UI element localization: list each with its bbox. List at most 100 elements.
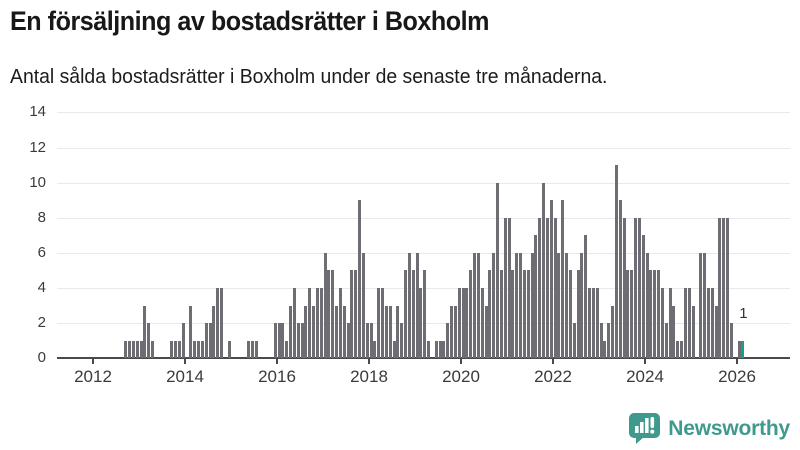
bar xyxy=(450,305,454,359)
bar xyxy=(335,305,339,359)
bar xyxy=(653,270,657,359)
bar xyxy=(603,340,607,359)
bar xyxy=(174,340,178,359)
page-subtitle: Antal sålda bostadsrätter i Boxholm unde… xyxy=(10,66,608,88)
bar xyxy=(545,217,549,359)
bar xyxy=(599,323,603,359)
bar xyxy=(511,270,515,359)
bar xyxy=(530,252,534,359)
x-axis-label: 2024 xyxy=(626,367,664,387)
bar xyxy=(561,200,565,359)
bar xyxy=(216,288,220,359)
bar xyxy=(365,323,369,359)
bar xyxy=(400,323,404,359)
bar xyxy=(128,340,132,359)
bar xyxy=(526,270,530,359)
y-axis-label: 4 xyxy=(37,279,46,297)
bar xyxy=(342,305,346,359)
bar xyxy=(641,235,645,359)
y-axis-label: 8 xyxy=(37,208,46,226)
bar xyxy=(308,288,312,359)
newsworthy-logo: Newsworthy xyxy=(628,412,790,445)
y-axis-label: 12 xyxy=(29,138,46,156)
bar xyxy=(346,323,350,359)
bar xyxy=(553,217,557,359)
bar xyxy=(492,252,496,359)
bar xyxy=(503,217,507,359)
bar xyxy=(465,288,469,359)
x-axis-label: 2026 xyxy=(718,367,756,387)
bar xyxy=(637,217,641,359)
bar xyxy=(434,340,438,359)
bar xyxy=(323,252,327,359)
bar xyxy=(453,305,457,359)
bar xyxy=(438,340,442,359)
year-tick xyxy=(460,359,462,365)
bar xyxy=(281,323,285,359)
bar xyxy=(691,305,695,359)
bar xyxy=(557,252,561,359)
bar xyxy=(706,288,710,359)
year-tick xyxy=(184,359,186,365)
bar xyxy=(664,323,668,359)
bar xyxy=(626,270,630,359)
x-axis-line xyxy=(57,357,790,360)
bar xyxy=(534,235,538,359)
year-tick xyxy=(736,359,738,365)
bar xyxy=(522,270,526,359)
bar xyxy=(277,323,281,359)
x-axis-label: 2014 xyxy=(166,367,204,387)
bar xyxy=(369,323,373,359)
bar xyxy=(672,305,676,359)
x-axis-label: 2020 xyxy=(442,367,480,387)
bar xyxy=(630,270,634,359)
bar xyxy=(415,252,419,359)
bar xyxy=(618,200,622,359)
bar xyxy=(388,305,392,359)
y-axis-label: 2 xyxy=(37,314,46,332)
bar xyxy=(729,323,733,359)
gridline xyxy=(57,217,790,219)
bar xyxy=(312,305,316,359)
bar xyxy=(392,340,396,359)
last-value-label: 1 xyxy=(739,305,748,322)
bar xyxy=(212,305,216,359)
bar xyxy=(580,252,584,359)
bar xyxy=(714,305,718,359)
bar xyxy=(699,252,703,359)
bar xyxy=(350,270,354,359)
bar xyxy=(200,340,204,359)
bar xyxy=(572,323,576,359)
bar xyxy=(250,340,254,359)
bar xyxy=(461,288,465,359)
bar xyxy=(469,270,473,359)
year-tick xyxy=(92,359,94,365)
bar xyxy=(496,182,500,359)
bar xyxy=(565,252,569,359)
bar xyxy=(177,340,181,359)
bar xyxy=(300,323,304,359)
bar xyxy=(737,340,741,359)
bar xyxy=(135,340,139,359)
bar xyxy=(645,252,649,359)
bar xyxy=(227,340,231,359)
bar xyxy=(488,270,492,359)
bar xyxy=(480,288,484,359)
bar xyxy=(423,270,427,359)
bar xyxy=(718,217,722,359)
year-tick xyxy=(368,359,370,365)
bar xyxy=(584,235,588,359)
bar xyxy=(273,323,277,359)
year-tick xyxy=(276,359,278,365)
y-axis-label: 14 xyxy=(29,103,46,121)
page-title: En försäljning av bostadsrätter i Boxhol… xyxy=(10,6,490,36)
bar xyxy=(396,305,400,359)
bar xyxy=(591,288,595,359)
bar xyxy=(549,200,553,359)
bar xyxy=(538,217,542,359)
bar xyxy=(181,323,185,359)
bar xyxy=(193,340,197,359)
bar xyxy=(427,340,431,359)
bar xyxy=(124,340,128,359)
